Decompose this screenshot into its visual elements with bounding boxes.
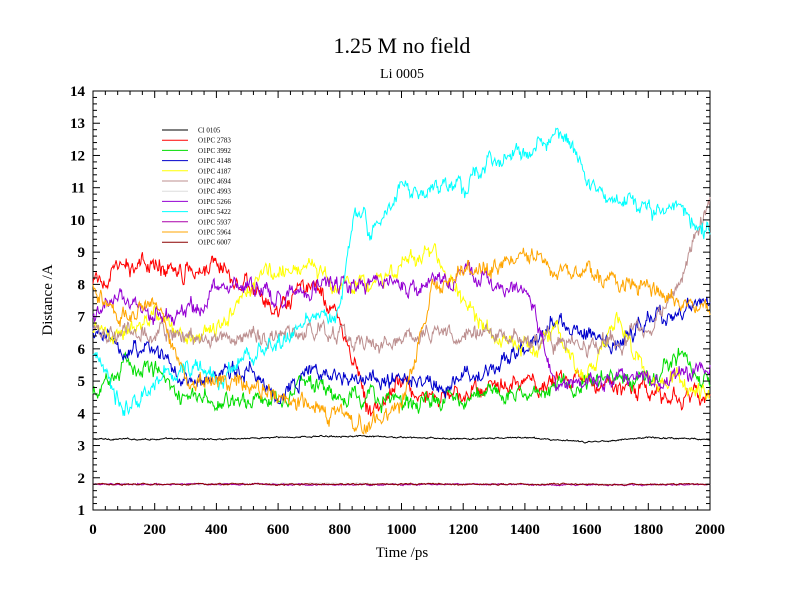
x-tick-label: 600 [267,522,290,538]
tick-layer: 0 200 400 600 800 1000 1200 1400 1600 1800 2000123… [70,84,725,538]
legend-label: O1PC 4694 [198,178,231,186]
y-tick-label: 2 [78,471,86,487]
series-line-cl-0105 [92,434,711,444]
y-tick-label: 8 [78,277,86,293]
x-tick-label: 0 [89,522,97,538]
x-tick-label: 400 [205,522,228,538]
series-line-o1pc-6007 [92,482,711,487]
legend-label: O1PC 5422 [198,208,231,216]
x-tick-label: 1400 [510,522,540,538]
y-tick-label: 9 [78,245,86,261]
x-tick-label: 1800 [633,522,663,538]
legend-label: O1PC 5266 [198,198,231,206]
series-line-o1pc-5964 [92,247,711,435]
legend-label: O1PC 5964 [198,229,231,237]
legend-label: O1PC 4148 [198,157,231,165]
y-tick-label: 3 [78,439,86,455]
legend-label: O1PC 2783 [198,137,231,145]
x-axis-label: Time /ps [376,545,429,561]
legend-label: O1PC 5937 [198,218,231,226]
x-tick-label: 1600 [572,522,602,538]
chart-title: 1.25 M no field [334,33,471,58]
x-tick-label: 2000 [695,522,725,538]
legend-label: O1PC 4993 [198,188,231,196]
legend-label: O1PC 6007 [198,239,231,247]
series-layer [92,127,711,487]
chart-subtitle: Li 0005 [380,67,424,82]
x-tick-label: 1000 [387,522,417,538]
series-line-o1pc-2783 [92,252,711,417]
y-tick-label: 13 [70,116,85,132]
x-tick-label: 800 [329,522,352,538]
y-tick-label: 6 [78,342,86,358]
x-tick-label: 200 [143,522,166,538]
y-tick-label: 12 [70,148,85,164]
y-tick-label: 1 [78,503,86,519]
series-line-o1pc-4694 [92,196,711,359]
y-tick-label: 14 [70,84,86,100]
legend-label: O1PC 4187 [198,167,231,175]
legend-label: O1PC 3992 [198,147,231,155]
y-tick-label: 4 [78,406,86,422]
y-tick-label: 7 [78,310,86,326]
legend-label: Cl 0105 [198,127,221,135]
plot-frame [92,90,711,511]
legend: Cl 0105 O1PC 2783 O1PC 3992 O1PC 4148 O1PC 4… [162,127,231,247]
y-axis-label: Distance /A [40,264,56,335]
y-tick-label: 11 [71,181,85,197]
y-tick-label: 5 [78,374,86,390]
x-tick-label: 1200 [448,522,478,538]
series-line-o1pc-5422 [92,127,711,416]
series-line-o1pc-5266 [92,259,711,392]
y-tick-label: 10 [70,213,85,229]
